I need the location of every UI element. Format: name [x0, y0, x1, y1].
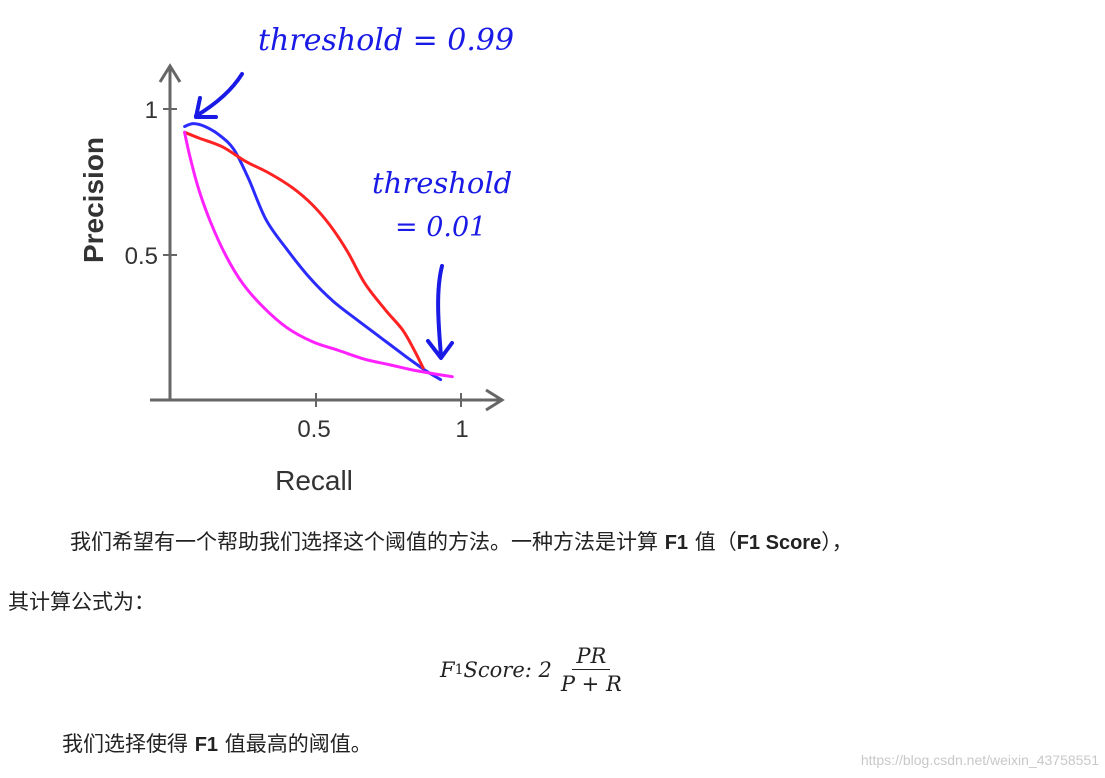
- series-line-1: [183, 122, 443, 382]
- y-tick-label-1: 1: [145, 97, 158, 124]
- f1-term-2: F1: [194, 734, 219, 756]
- watermark: https://blog.csdn.net/weixin_43758551: [860, 752, 1099, 768]
- formula-numerator: PR: [572, 643, 611, 670]
- annotation-threshold-high: threshold = 0.99: [258, 23, 514, 58]
- x-tick-label-1: 1: [455, 416, 468, 443]
- arrow-threshold-low-head: [426, 339, 454, 360]
- f1-formula: F 1 Score: 2 PR P + R: [440, 640, 626, 700]
- y-tick-label-0-5: 0.5: [125, 243, 158, 270]
- intro-mid-text: 值（: [688, 530, 737, 554]
- x-axis-arrow: [485, 388, 505, 412]
- pr-curve-chart: 1 0.5 0.5 1 Recall Precision threshold =…: [78, 23, 514, 496]
- formula-score: Score: 2: [463, 658, 552, 682]
- formula-fraction: PR P + R: [557, 643, 626, 698]
- y-axis-arrow: [158, 63, 182, 83]
- series-line-2: [183, 130, 425, 370]
- paragraph-conclusion: 我们选择使得 F1 值最高的阈值。: [62, 728, 372, 758]
- series-layer: [183, 122, 454, 382]
- x-tick-label-0-5: 0.5: [297, 416, 330, 443]
- f1-term: F1: [664, 532, 689, 554]
- arrow-threshold-high: [194, 72, 244, 118]
- paragraph-intro: 我们希望有一个帮助我们选择这个阈值的方法。一种方法是计算 F1 值（F1 Sco…: [70, 526, 853, 556]
- annotation-threshold-low-1: threshold: [372, 166, 512, 200]
- paragraph-formula-intro: 其计算公式为：: [8, 590, 155, 614]
- arrow-threshold-low: [436, 264, 444, 358]
- intro-text: 我们希望有一个帮助我们选择这个阈值的方法。一种方法是计算: [70, 530, 665, 554]
- conclusion-end-text: 值最高的阈值。: [218, 732, 372, 756]
- arrow-threshold-high-head: [194, 96, 218, 119]
- formula-subscript: 1: [454, 662, 464, 678]
- conclusion-text: 我们选择使得: [62, 732, 195, 756]
- series-line-3: [183, 130, 454, 379]
- annotation-threshold-low-2: = 0.01: [395, 212, 486, 243]
- formula-denominator: P + R: [560, 671, 622, 696]
- intro-end-text: ），: [821, 530, 853, 554]
- f1-score-term: F1 Score: [736, 532, 822, 554]
- chart-axes: [150, 63, 505, 412]
- y-axis-label: Precision: [78, 137, 109, 263]
- formula-f: F: [440, 658, 455, 682]
- x-axis-label: Recall: [275, 465, 353, 496]
